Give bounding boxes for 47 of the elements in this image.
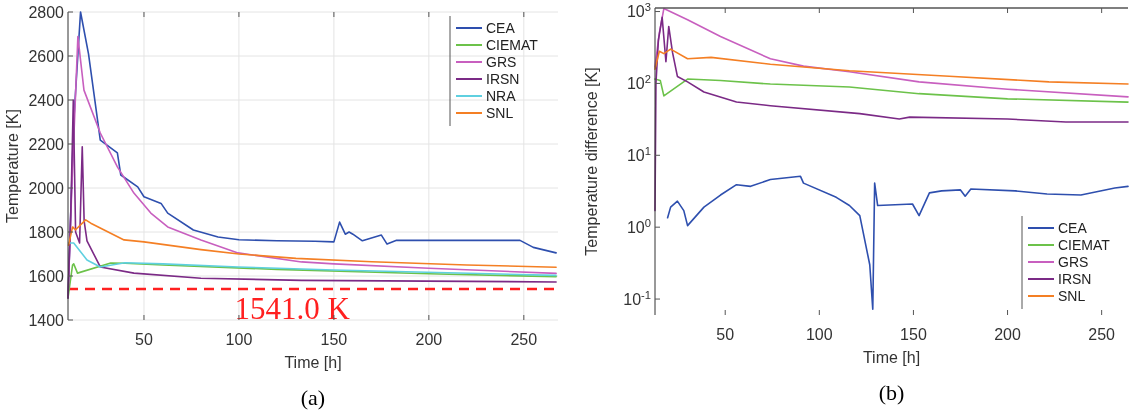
y-tick-label: 10$^{-1}$ — [623, 288, 651, 308]
legend-label: GRS — [1058, 253, 1089, 270]
y-tick-label: 10$^{1}$ — [626, 144, 651, 164]
y-tick-label: 1800 — [28, 223, 65, 241]
x-tick-label: 50 — [135, 331, 153, 348]
legend-label: IRSN — [1058, 270, 1092, 287]
x-tick-label: 150 — [320, 331, 348, 348]
x-tick-label: 200 — [994, 326, 1021, 343]
y-axis-title: Temperature [K] — [4, 109, 21, 223]
y-tick-label: 10$^{2}$ — [626, 73, 651, 93]
x-tick-label: 250 — [1088, 326, 1116, 343]
line-series — [666, 175, 1129, 311]
legend-label: CIEMAT — [1058, 236, 1111, 253]
legend-label: GRS — [486, 53, 517, 70]
text: (b) — [878, 380, 905, 405]
x-tick-label: 150 — [900, 326, 927, 343]
x-tick-label: 250 — [510, 331, 538, 348]
y-tick-label: 2400 — [28, 91, 65, 109]
line-series — [654, 48, 1129, 85]
line-series — [654, 7, 1129, 98]
y-tick-label: 1600 — [28, 267, 65, 285]
x-axis-title: Time [h] — [284, 354, 342, 371]
y-tick-label: 2600 — [28, 47, 65, 65]
ref-line-label: 1541.0 K — [234, 290, 351, 326]
legend-label: CIEMAT — [486, 36, 539, 53]
x-tick-label: 100 — [805, 326, 833, 343]
line-series — [654, 78, 1129, 103]
legend-label: CEA — [1058, 219, 1088, 236]
legend-label: NRA — [486, 87, 517, 104]
x-tick-label: 100 — [225, 331, 253, 348]
y-tick-label: 1400 — [28, 311, 65, 329]
line-series — [67, 242, 557, 277]
y-tick-label: 10$^{0}$ — [626, 216, 651, 236]
text: (a) — [300, 385, 326, 410]
y-axis-title: Temperature difference [K] — [583, 67, 600, 256]
x-tick-label: 200 — [415, 331, 443, 348]
x-tick-label: 50 — [716, 326, 735, 343]
line-series — [67, 219, 557, 268]
y-tick-label: 2200 — [28, 135, 65, 153]
legend-label: SNL — [486, 104, 514, 121]
y-tick-label: 10$^{3}$ — [626, 1, 651, 21]
legend-label: CEA — [486, 19, 516, 36]
legend-label: IRSN — [486, 70, 520, 87]
x-axis-title: Time [h] — [862, 349, 921, 366]
y-tick-label: 2000 — [28, 179, 65, 197]
legend-label: SNL — [1058, 287, 1086, 304]
y-tick-label: 2800 — [28, 3, 65, 21]
